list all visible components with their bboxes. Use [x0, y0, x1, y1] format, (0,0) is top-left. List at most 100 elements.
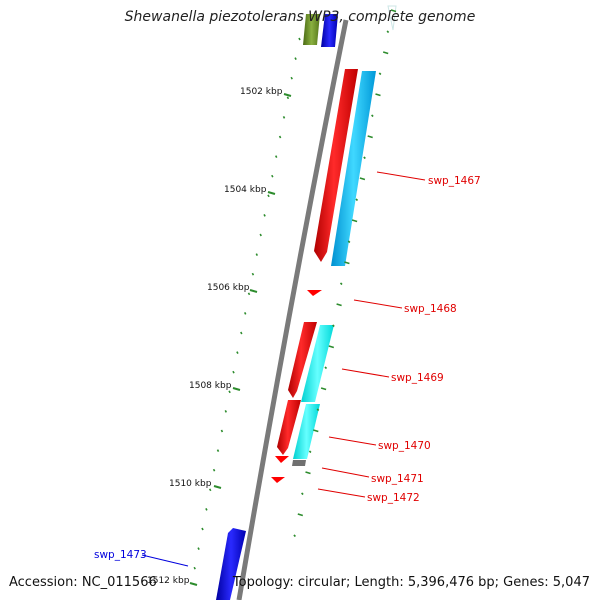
track-dot — [228, 390, 231, 394]
gene-swp_1468[interactable] — [307, 290, 322, 296]
gene-feature-olive[interactable] — [303, 14, 320, 45]
leader-line-swp_1470 — [328, 436, 377, 446]
track-dot — [305, 471, 311, 475]
track-dot — [375, 93, 381, 97]
gene-swp_1471-tip[interactable] — [275, 456, 289, 463]
track-dot — [363, 156, 366, 160]
genome-backbone — [236, 19, 349, 601]
gene-feature-cyan-1469[interactable] — [301, 325, 334, 402]
track-dot — [351, 219, 358, 223]
track-dot — [308, 450, 312, 454]
genome-summary-text: Topology: circular; Length: 5,396,476 bp… — [232, 575, 590, 590]
track-dot — [236, 351, 239, 354]
leader-line-swp_1472 — [317, 488, 366, 498]
gene-label-swp_1468[interactable]: swp_1468 — [404, 303, 457, 315]
track-dot — [197, 547, 200, 550]
gene-swp_1467[interactable] — [314, 69, 358, 262]
scale-label-1502: 1502 kbp — [240, 87, 283, 97]
gene-label-swp_1467[interactable]: swp_1467 — [428, 175, 481, 187]
accession-text: Accession: NC_011566 — [9, 575, 157, 590]
scale-label-1504: 1504 kbp — [224, 185, 267, 195]
major-tick — [283, 93, 292, 97]
track-dot — [355, 198, 359, 202]
track-dot — [255, 253, 259, 256]
gene-swp_1469[interactable] — [288, 322, 317, 398]
track-dot — [193, 566, 196, 570]
track-dot — [294, 57, 297, 60]
gene-label-swp_1469[interactable]: swp_1469 — [391, 372, 444, 384]
track-dot — [336, 303, 342, 307]
track-dot — [378, 72, 382, 76]
scale-label-1508: 1508 kbp — [189, 381, 232, 391]
track-dot — [316, 408, 320, 412]
track-dot — [224, 410, 228, 413]
gene-feature-outline-top — [387, 5, 397, 31]
track-dot — [263, 214, 266, 217]
track-dot — [282, 116, 286, 119]
track-dot — [286, 96, 290, 100]
track-dot — [267, 194, 270, 198]
gene-label-swp_1470[interactable]: swp_1470 — [378, 440, 431, 452]
track-dot — [208, 488, 212, 492]
gene-feature-cyan-1467[interactable] — [331, 71, 376, 266]
track-dot — [344, 261, 350, 265]
track-dot — [297, 513, 304, 517]
track-dot — [339, 282, 343, 286]
track-dot — [293, 534, 296, 538]
track-dot — [328, 345, 335, 349]
track-dot — [220, 429, 224, 433]
track-dot — [367, 135, 373, 139]
track-dot — [347, 240, 351, 244]
track-dot — [371, 114, 374, 118]
scale-label-1512: 1512 kbp — [147, 576, 190, 586]
gene-swp_1473[interactable] — [216, 528, 246, 600]
track-dot — [301, 492, 304, 496]
track-dot — [232, 370, 235, 374]
major-tick — [189, 582, 198, 586]
leader-line-swp_1468 — [353, 299, 403, 309]
track-dot — [251, 272, 255, 276]
major-tick — [213, 485, 222, 489]
gene-swp_1472[interactable] — [271, 477, 285, 483]
track-dot — [298, 37, 301, 41]
track-dot — [274, 155, 278, 158]
track-dot — [247, 292, 251, 296]
gene-swp_1470[interactable] — [277, 400, 301, 455]
major-tick — [232, 387, 241, 391]
track-dot — [382, 51, 389, 55]
track-dot — [278, 135, 282, 139]
scale-label-1506: 1506 kbp — [207, 283, 250, 293]
gene-feature-cyan-1470[interactable] — [293, 404, 320, 459]
leader-line-swp_1467 — [376, 171, 426, 181]
gene-feature-blue-top[interactable] — [321, 14, 338, 47]
track-dot — [386, 30, 390, 34]
track-dot — [259, 233, 262, 237]
track-dot — [390, 9, 397, 13]
track-dot — [201, 527, 204, 531]
gene-label-swp_1472[interactable]: swp_1472 — [367, 492, 420, 504]
track-dot — [320, 387, 327, 391]
major-tick — [249, 289, 258, 293]
gene-swp_1471[interactable] — [292, 460, 306, 466]
track-dot — [243, 312, 247, 315]
gene-label-swp_1473[interactable]: swp_1473 — [94, 549, 147, 561]
track-dot — [324, 366, 328, 370]
leader-line-swp_1469 — [341, 368, 390, 378]
track-dot — [216, 449, 220, 452]
tick-marks — [189, 93, 292, 586]
track-dot — [290, 76, 293, 80]
dotted-track — [193, 9, 397, 570]
track-dot — [332, 324, 335, 328]
track-dot — [212, 468, 216, 472]
gene-label-swp_1471[interactable]: swp_1471 — [371, 473, 424, 485]
map-title: Shewanella piezotolerans WP3, complete g… — [124, 9, 476, 25]
track-dot — [359, 177, 366, 181]
major-tick — [267, 191, 276, 195]
track-dot — [271, 174, 274, 178]
track-dot — [240, 331, 243, 335]
scale-label-1510: 1510 kbp — [169, 479, 212, 489]
track-dot — [205, 508, 208, 511]
leader-line-swp_1473 — [141, 554, 189, 567]
